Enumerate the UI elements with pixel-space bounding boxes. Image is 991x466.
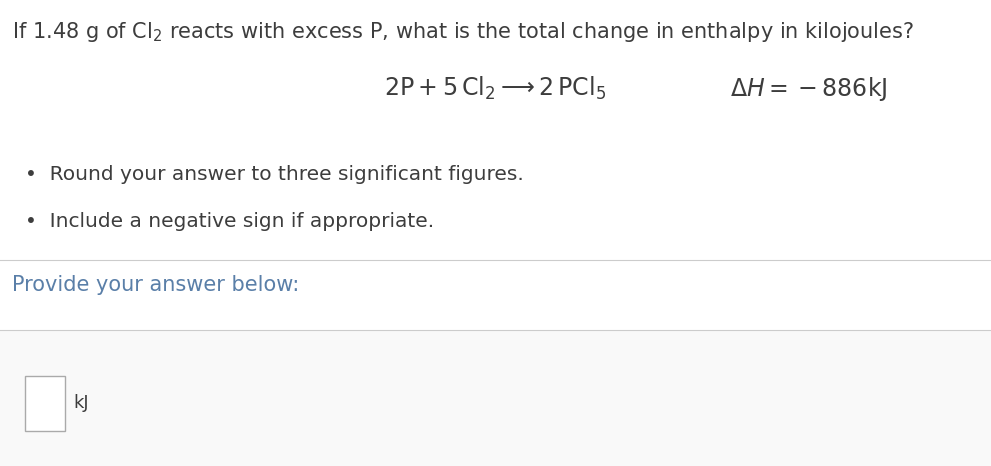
FancyBboxPatch shape [25, 376, 65, 431]
Text: $\Delta H = -886\mathrm{kJ}$: $\Delta H = -886\mathrm{kJ}$ [730, 75, 888, 103]
Text: kJ: kJ [73, 395, 88, 412]
Text: •  Include a negative sign if appropriate.: • Include a negative sign if appropriate… [25, 212, 434, 231]
Text: If 1.48 g of $\mathrm{Cl_2}$ reacts with excess $\mathrm{P}$, what is the total : If 1.48 g of $\mathrm{Cl_2}$ reacts with… [12, 20, 914, 44]
Text: $2\mathrm{P} + 5\,\mathrm{Cl_2} \longrightarrow 2\,\mathrm{PCl_5}$: $2\mathrm{P} + 5\,\mathrm{Cl_2} \longrig… [384, 75, 606, 102]
Text: Provide your answer below:: Provide your answer below: [12, 275, 299, 295]
Bar [0, 330, 991, 466]
Text: •  Round your answer to three significant figures.: • Round your answer to three significant… [25, 165, 524, 184]
